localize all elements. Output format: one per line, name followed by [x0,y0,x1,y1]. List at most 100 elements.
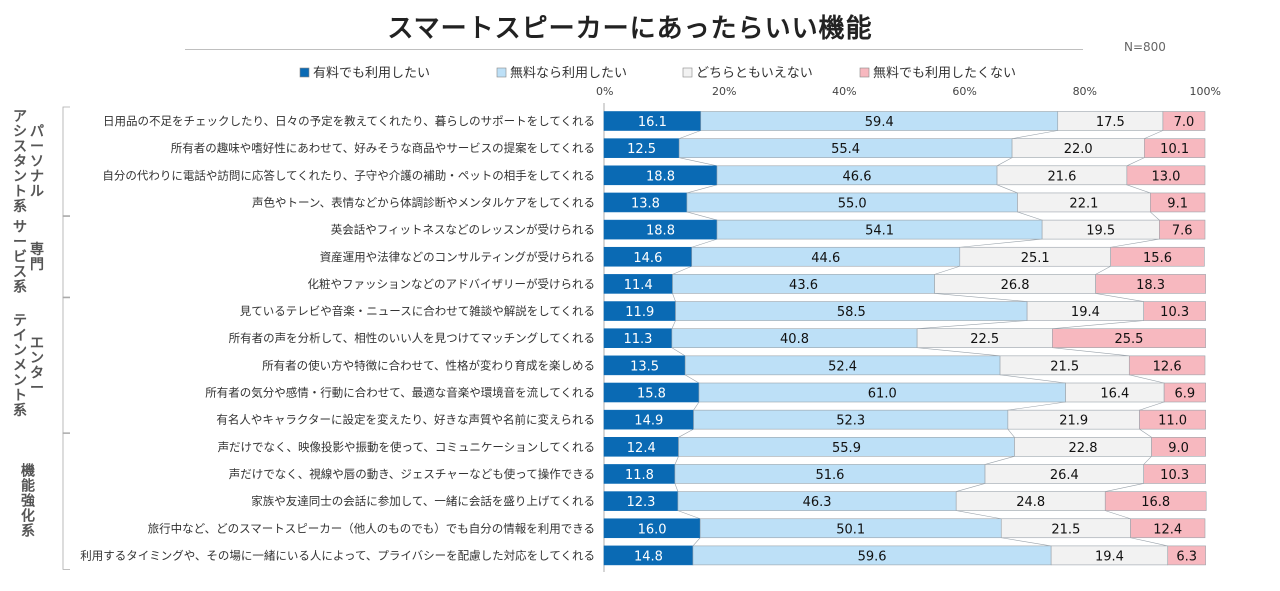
series-connector [1126,157,1145,167]
series-connector [672,293,676,302]
data-label: 13.5 [630,359,659,374]
series-connector [996,184,1018,194]
data-label: 52.4 [828,359,857,374]
series-connector [671,320,676,329]
category-label: 旅行中など、どのスマートスピーカー（他人のものでも）でも自分の情報を利用できる [148,521,595,535]
series-connector [1095,293,1144,302]
series-connector [917,320,1028,329]
category-label: 所有者の声を分析して、相性のいい人を見つけてマッチングしてくれる [229,331,595,345]
data-label: 52.3 [836,414,865,429]
group-label: 機能強化系 [21,463,35,540]
category-label: 資産運用や法律などのコンサルティングが受けられる [320,250,595,264]
x-axis: 0% 20% 40% 60% 80% 100% [596,85,1221,572]
data-label: 58.5 [837,305,866,320]
series-connector [934,265,960,275]
series-connector [1144,130,1164,139]
x-tick-label: 80% [1073,85,1097,98]
data-label: 43.6 [789,278,818,293]
group-label: アシスタント系 [13,109,27,215]
bar-segment [1095,274,1206,294]
bar-segment [1110,246,1205,267]
data-label: 21.5 [1050,359,1079,374]
data-label: 18.8 [646,224,675,239]
category-label: 所有者の気分や感情・行動に合わせて、最適な音楽や環境音を流してくれる [205,386,595,400]
bar-segment [1126,165,1206,186]
series-connector [678,428,694,438]
series-connector [1007,401,1066,411]
bar-segment [1104,491,1207,511]
x-tick-label: 60% [952,85,976,98]
data-label: 22.1 [1069,196,1098,211]
bar-segment [1150,192,1206,213]
bar-segment [1151,436,1206,457]
data-label: 22.8 [1069,441,1098,456]
series-connector [693,401,700,411]
data-label: 46.6 [843,169,872,184]
data-label: 7.0 [1174,115,1195,130]
category-label: 声だけでなく、映像投影や振動を使って、コミュニケーションしてくれる [218,440,595,454]
data-label: 16.8 [1141,495,1170,510]
category-label: 有名人やキャラクターに設定を変えたり、好きな声質や名前に変えられる [216,413,595,427]
data-label: 16.4 [1100,387,1129,402]
legend-swatch [496,67,507,78]
group-bracket [62,432,70,570]
bar-segment [1167,545,1206,566]
series-connector [691,238,718,248]
series-connector [1126,184,1151,194]
data-label: 54.1 [865,224,894,239]
legend-label: どちらともいえない [696,66,813,81]
data-label: 26.4 [1050,468,1079,483]
title-divider [185,49,1083,50]
data-label: 9.0 [1168,441,1189,456]
series-connector [1139,401,1165,411]
series-connector [1143,456,1152,465]
bar-segment [1052,328,1206,349]
data-label: 61.0 [868,387,897,402]
bar-segment [1128,355,1206,376]
category-label: 英会話やフィットネスなどのレッスンが受けられる [331,223,595,237]
data-label: 7.6 [1172,224,1193,239]
data-label: 21.5 [1051,522,1080,537]
sample-size-note: N=800 [1124,40,1166,54]
bar-segment [1159,219,1206,240]
x-tick-label: 0% [596,85,613,98]
series-connector [956,510,1002,520]
series-connector [956,483,986,492]
series-connector [996,157,1013,167]
data-label: 11.4 [624,278,653,293]
series-connector [1105,510,1131,520]
data-label: 55.4 [831,142,860,157]
data-label: 13.8 [631,196,660,211]
series-connector [1139,428,1152,438]
data-label: 16.1 [638,115,667,130]
data-label: 12.6 [1153,359,1182,374]
data-label: 55.9 [832,441,861,456]
data-label: 6.3 [1176,549,1197,564]
series-connector [671,347,686,357]
bar-segment [1143,301,1206,321]
data-label: 26.8 [1001,278,1030,293]
legend-label: 無料なら利用したい [510,66,627,81]
data-label: 50.1 [836,522,865,537]
data-label: 19.5 [1086,224,1115,239]
group-bracket [62,215,70,299]
data-label: 15.6 [1143,251,1172,266]
x-tick-label: 100% [1190,85,1221,98]
data-label: 12.3 [626,495,655,510]
data-label: 11.9 [625,305,654,320]
data-label: 21.9 [1059,414,1088,429]
series-connector [1052,320,1144,329]
x-tick-label: 20% [712,85,736,98]
series-connector [984,456,1015,465]
data-label: 14.9 [634,414,663,429]
series-connector [686,211,718,221]
data-label: 22.0 [1064,142,1093,157]
data-label: 24.8 [1016,495,1045,510]
legend: 有料でも利用したい 無料なら利用したい どちらともいえない 無料でも利用したくない [299,66,1016,81]
data-label: 11.3 [623,332,652,347]
bar-segment [1163,382,1206,403]
data-label: 10.1 [1160,142,1189,157]
series-connector [1001,537,1052,547]
series-connector [674,483,679,492]
